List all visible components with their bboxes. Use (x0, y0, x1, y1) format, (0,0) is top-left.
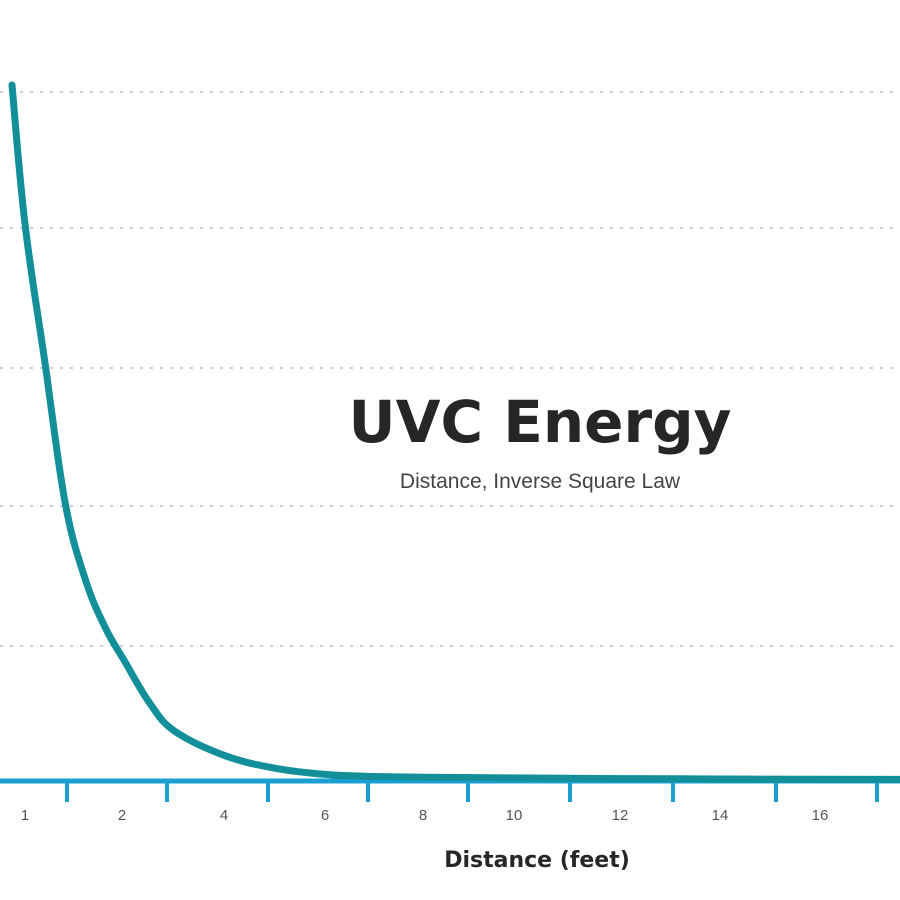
x-tick-labels: 1 2 4 6 8 10 12 14 16 (21, 807, 829, 824)
x-tick-label: 4 (220, 807, 228, 824)
x-axis (0, 778, 900, 802)
x-tick-label: 14 (712, 807, 729, 824)
x-tick-label: 6 (321, 807, 329, 824)
gridlines (0, 91, 900, 647)
x-tick-label: 2 (118, 807, 126, 824)
chart-title: UVC Energy (349, 388, 732, 456)
x-tick-label: 16 (812, 807, 829, 824)
chart-subtitle: Distance, Inverse Square Law (400, 470, 681, 493)
series-layer (8, 81, 900, 783)
x-tick-label: 8 (419, 807, 427, 824)
x-tick-label: 1 (21, 807, 29, 824)
x-tick-label: 12 (612, 807, 629, 824)
uvc-energy-series-line (8, 81, 900, 783)
x-axis-title: Distance (feet) (444, 848, 630, 873)
x-tick-label: 10 (506, 807, 523, 824)
